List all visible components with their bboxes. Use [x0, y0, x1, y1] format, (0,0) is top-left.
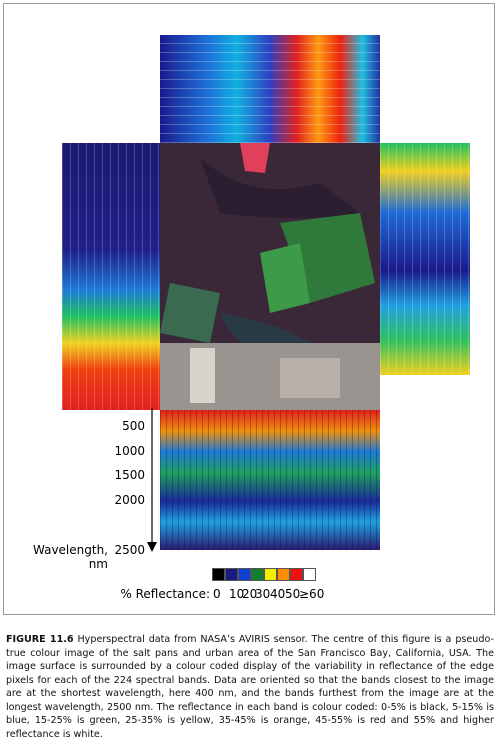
- legend-swatch: [238, 568, 251, 581]
- legend-label: 30: [255, 587, 271, 601]
- legend-title: % Reflectance:: [120, 587, 210, 601]
- caption-text: Hyperspectral data from NASA’s AVIRIS se…: [6, 634, 494, 740]
- legend-swatch: [251, 568, 264, 581]
- satellite-image: [160, 143, 380, 410]
- caption-label: FIGURE 11.6: [6, 634, 74, 645]
- legend-swatch: [264, 568, 277, 581]
- wavelength-label: 2000: [114, 493, 145, 507]
- wavelength-label: 2500: [114, 543, 145, 557]
- figure-frame: [3, 3, 495, 615]
- left-spectral-panel: [62, 143, 160, 410]
- legend-label: 40: [270, 587, 286, 601]
- wavelength-arrow: [147, 408, 157, 552]
- wavelength-axis-label: Wavelength, nm: [33, 543, 108, 571]
- caption: FIGURE 11.6 Hyperspectral data from NASA…: [6, 633, 494, 741]
- legend-swatch: [290, 568, 303, 581]
- legend-label: 20: [242, 587, 258, 601]
- legend-swatch: [277, 568, 290, 581]
- legend-label: 10: [229, 587, 245, 601]
- legend-label: 0: [213, 587, 221, 601]
- wavelength-label: 1500: [114, 468, 145, 482]
- legend-swatch: [225, 568, 238, 581]
- legend-label: 50: [285, 587, 301, 601]
- legend-label: ≥60: [299, 587, 325, 601]
- wavelength-label: 500: [122, 419, 145, 433]
- legend-swatch: [212, 568, 225, 581]
- wavelength-label: 1000: [114, 444, 145, 458]
- bottom-spectral-panel: [160, 410, 380, 550]
- top-spectral-panel: [160, 35, 380, 143]
- legend-swatch: [303, 568, 316, 581]
- right-spectral-panel: [380, 143, 470, 375]
